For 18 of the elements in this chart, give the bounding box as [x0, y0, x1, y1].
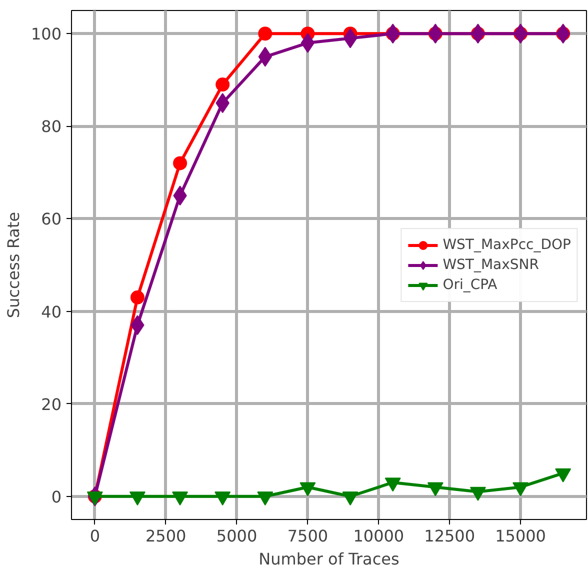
x-tick-label: 7500 — [287, 526, 328, 546]
x-tick-label: 2500 — [145, 526, 186, 546]
y-tick-label: 100 — [30, 24, 62, 44]
x-axis-title: Number of Traces — [258, 550, 400, 568]
y-tick-label: 60 — [41, 210, 62, 229]
legend-label: Ori_CPA — [442, 276, 498, 292]
y-tick-label: 0 — [51, 487, 62, 506]
x-tick-label: 0 — [90, 526, 100, 546]
x-tick-label: 10000 — [353, 526, 404, 546]
y-tick-label: 20 — [41, 394, 62, 414]
legend-label: WST_MaxPcc_DOP — [442, 236, 571, 252]
y-tick-label: 80 — [41, 117, 62, 136]
legend-label: WST_MaxSNR — [442, 256, 539, 272]
y-axis-title: Success Rate — [4, 212, 23, 318]
y-tick-label: 40 — [41, 302, 62, 322]
x-tick-label: 5000 — [216, 526, 258, 546]
x-tick-label: 12500 — [424, 526, 476, 546]
x-tick-label: 15000 — [495, 526, 546, 546]
